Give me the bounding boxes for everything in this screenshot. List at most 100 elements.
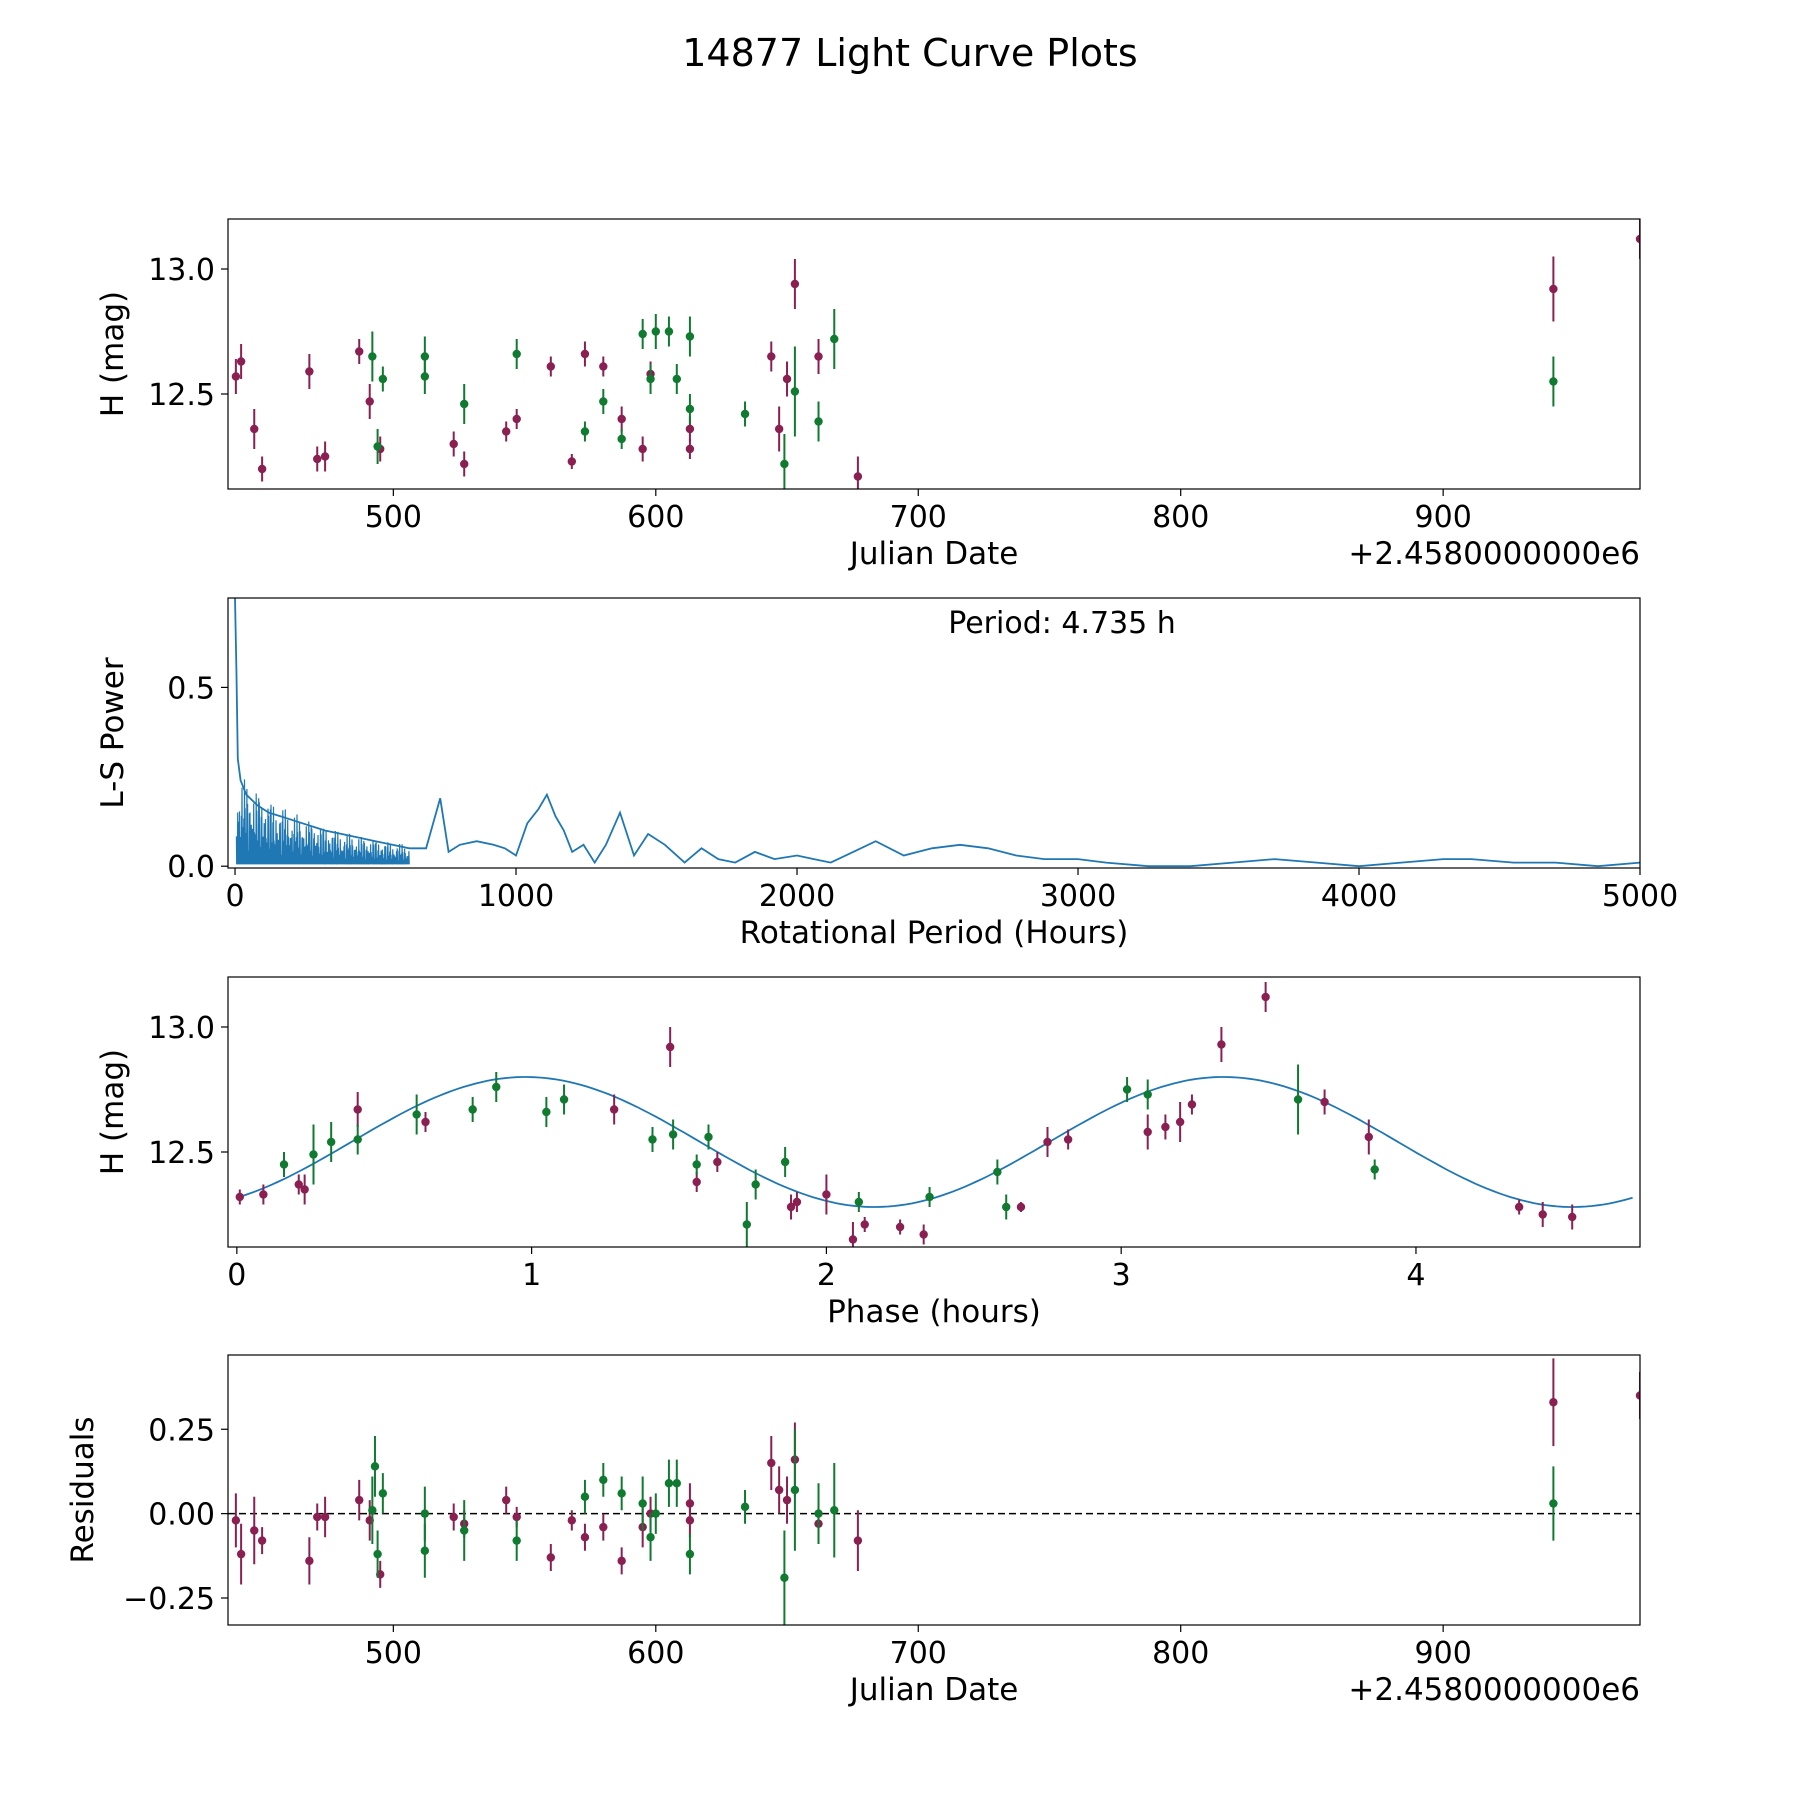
data-point-green [1549,377,1558,386]
x-axis-label: Rotational Period (Hours) [740,915,1129,951]
plot-area [234,598,1640,868]
data-point-purple [567,1516,577,1525]
data-point-green [542,1107,551,1117]
data-point-green [512,1536,521,1545]
data-point-green [1549,1499,1558,1508]
data-point-green [692,1160,701,1169]
y-tick-label: −0.25 [123,1582,215,1617]
data-point-green [672,1479,681,1488]
period-annotation: Period: 4.735 h [948,606,1176,641]
data-point-green [790,387,800,396]
data-point-green [685,332,695,341]
data-point-green [599,397,608,406]
panel-phase-fold: 0 1 2 3 4 12.5 13.0 Phase (hours) H (mag) [95,976,1641,1330]
data-point-purple [257,1536,267,1545]
data-point-purple [1161,1122,1170,1132]
data-point-green [617,434,626,444]
data-point-purple [685,424,695,434]
x-tick-label: 900 [1415,500,1472,535]
data-point-green [780,459,789,469]
data-point-green [468,1105,477,1114]
y-axis-label: L-S Power [95,657,131,808]
data-point-green [1293,1095,1303,1104]
data-point-green [412,1110,421,1119]
y-tick-label: 0.0 [167,850,215,885]
data-point-green [854,1197,864,1207]
data-point-purple [502,1495,511,1505]
data-point-purple [853,1536,863,1545]
data-point-purple [1568,1212,1577,1222]
data-point-purple [250,424,259,434]
data-point-green [925,1192,934,1202]
data-point-purple [460,459,469,469]
x-tick-label: 900 [1415,1636,1472,1671]
data-point-purple [313,1512,322,1522]
data-point-green [599,1475,608,1485]
data-point-purple [1635,234,1640,244]
data-point-green [814,417,823,426]
data-point-green [638,329,647,339]
x-tick-label: 700 [890,1636,947,1671]
x-tick-label: 600 [627,500,684,535]
data-point-green [790,1485,800,1495]
data-point-purple [767,352,776,361]
data-point-green [580,1492,590,1501]
x-tick-label: 3 [1112,1258,1131,1293]
plot-frame [227,1354,1641,1626]
x-tick-label: 1000 [478,879,554,914]
data-point-purple [774,424,784,434]
fit-curve [236,1076,1633,1208]
data-point-purple [355,347,364,356]
y-tick-label: 12.5 [148,378,215,413]
data-point-green [751,1180,760,1189]
x-offset-label: +2.4580000000e6 [1348,1672,1640,1708]
data-point-green [830,1506,839,1515]
data-point-purple [313,454,322,464]
data-point-green [373,1549,382,1559]
plot-frame [227,597,1641,869]
x-tick-label: 4 [1406,1258,1425,1293]
x-tick-label: 3000 [1040,879,1116,914]
data-point-green [780,1157,790,1167]
data-point-green [664,1479,674,1488]
data-point-purple [848,1235,858,1244]
data-point-purple [1175,1117,1185,1127]
data-point-purple [305,367,314,376]
data-point-green [309,1150,318,1159]
data-point-purple [774,1485,784,1495]
data-point-green [559,1095,569,1104]
power-noise-band [235,779,410,865]
data-point-purple [713,1157,722,1167]
y-axis-label: H (mag) [95,291,131,417]
data-point-green [646,374,655,384]
data-point-purple [814,352,823,361]
data-point-green [420,372,430,381]
x-axis-label: Julian Date [848,1672,1019,1708]
panel-periodogram: 0 1000 2000 3000 4000 5000 0.0 0.5 Rotational Pe… [95,597,1678,951]
data-point-purple [231,372,241,381]
data-point-purple [250,1526,259,1535]
data-point-purple [236,1549,246,1559]
data-point-purple [853,472,863,481]
x-tick-label: 1 [522,1258,541,1293]
data-point-purple [1043,1137,1052,1147]
data-point-purple [449,1512,458,1522]
data-point-purple [792,1197,802,1207]
data-point-purple [567,457,577,466]
x-tick-label: 500 [365,1636,422,1671]
data-point-purple [609,1105,619,1114]
data-point-green [685,404,695,414]
data-point-purple [1261,992,1270,1002]
data-point-green [1370,1165,1379,1174]
data-point-purple [782,1495,792,1505]
data-point-green [378,374,388,384]
x-tick-label: 5000 [1602,879,1678,914]
data-point-purple [259,1190,268,1199]
data-point-green [460,399,469,409]
data-point-green [1143,1090,1152,1099]
data-point-purple [231,1516,241,1525]
data-point-purple [294,1180,303,1189]
data-point-purple [599,1522,608,1532]
data-point-green [668,1130,678,1139]
data-point-green [1002,1202,1011,1212]
